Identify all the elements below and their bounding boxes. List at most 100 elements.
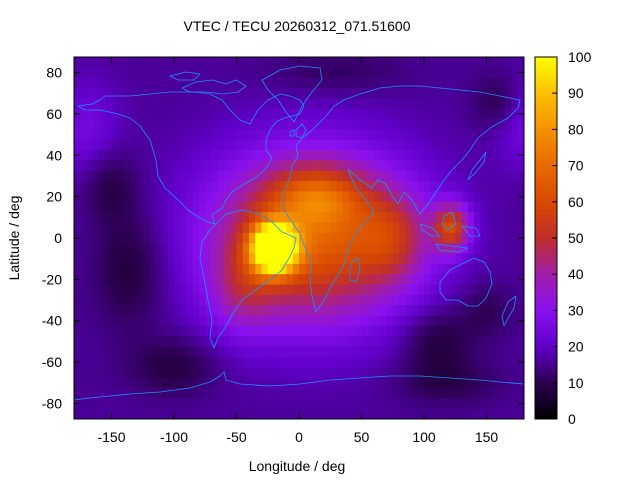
heatmap-cell [117, 77, 125, 89]
heatmap-cell [374, 315, 381, 327]
heatmap-cell [261, 119, 269, 130]
heatmap-cell [136, 398, 144, 410]
heatmap-cell [455, 263, 463, 275]
heatmap-cell [149, 191, 156, 203]
heatmap-cell [174, 408, 181, 419]
heatmap-cell [505, 108, 513, 120]
heatmap-cell [211, 263, 219, 275]
heatmap-cell [386, 232, 394, 244]
heatmap-cell [330, 398, 338, 410]
heatmap-cell [267, 387, 275, 399]
heatmap-cell [230, 336, 238, 348]
heatmap-cell [405, 346, 413, 358]
heatmap-cell [236, 232, 244, 244]
heatmap-cell [186, 346, 194, 358]
coastlines-overlay [74, 65, 524, 401]
heatmap-cell [236, 150, 244, 162]
heatmap-cell [292, 181, 300, 193]
heatmap-cell [349, 263, 356, 275]
heatmap-cell [92, 98, 100, 110]
heatmap-cell [130, 77, 138, 89]
heatmap-cell [274, 160, 281, 172]
heatmap-cell [386, 346, 394, 358]
heatmap-cell [486, 294, 494, 306]
heatmap-cell [286, 139, 294, 151]
heatmap-cell [324, 263, 331, 275]
heatmap-cell [249, 377, 256, 389]
heatmap-cell [324, 181, 331, 193]
heatmap-cell [480, 191, 488, 203]
heatmap-cell [449, 336, 456, 348]
heatmap-cell [467, 398, 475, 410]
heatmap-cell [386, 191, 394, 203]
heatmap-cell [305, 170, 313, 182]
heatmap-cell [374, 305, 381, 317]
heatmap-cell [505, 356, 513, 368]
coastline-eurasia-africa [281, 85, 521, 313]
heatmap-cell [361, 139, 369, 151]
heatmap-cell [211, 356, 219, 368]
heatmap-cell [442, 139, 450, 151]
heatmap-cell [367, 367, 375, 379]
heatmap-cell [486, 201, 494, 213]
heatmap-cell [174, 253, 181, 265]
heatmap-cell [186, 377, 194, 389]
heatmap-cell [342, 232, 350, 244]
heatmap-cell [511, 57, 519, 68]
heatmap-cell [449, 119, 456, 130]
heatmap-cell [449, 284, 456, 296]
heatmap-cell [517, 139, 524, 151]
heatmap-cell [436, 139, 444, 151]
heatmap-cell [349, 222, 356, 234]
heatmap-cell [212, 419, 219, 430]
heatmap-cell [511, 263, 519, 275]
heatmap-cell [330, 315, 338, 327]
heatmap-cell [330, 419, 337, 430]
heatmap-cell [149, 98, 156, 110]
heatmap-cell [142, 88, 150, 99]
heatmap-cell [274, 336, 281, 348]
heatmap-cell [192, 222, 200, 234]
heatmap-cell [99, 150, 106, 162]
heatmap-cell [211, 294, 219, 306]
heatmap-cell [286, 305, 294, 317]
colorbar-tick-label: 90 [568, 85, 584, 101]
heatmap-cell [161, 212, 169, 224]
heatmap-cell [117, 284, 125, 296]
heatmap-cell [261, 305, 269, 317]
heatmap-cell [380, 232, 388, 244]
heatmap-cell [430, 274, 438, 286]
heatmap-cell [492, 191, 500, 203]
heatmap-cell [192, 284, 200, 296]
heatmap-cell [130, 294, 138, 306]
heatmap-cell [105, 77, 113, 89]
heatmap-cell [517, 336, 524, 348]
heatmap-cell [480, 88, 488, 99]
heatmap-cell [111, 119, 119, 130]
heatmap-cell [361, 232, 369, 244]
heatmap-cell [217, 263, 225, 275]
heatmap-cell [349, 315, 356, 327]
y-tick-label: -80 [42, 395, 62, 411]
heatmap-cell [217, 367, 225, 379]
heatmap-cell [242, 356, 250, 368]
heatmap-cell [405, 201, 413, 213]
heatmap-cell [467, 305, 475, 317]
heatmap-cell [192, 367, 200, 379]
heatmap-cell [474, 191, 481, 203]
heatmap-cell [436, 387, 444, 399]
heatmap-cell [130, 191, 138, 203]
heatmap-cell [211, 129, 219, 141]
heatmap-cell [174, 377, 181, 389]
heatmap-cell [255, 398, 263, 410]
heatmap-cell [499, 150, 506, 162]
heatmap-cell [355, 129, 363, 141]
heatmap-cell [367, 325, 375, 337]
heatmap-cell [74, 201, 81, 213]
heatmap-cell [349, 129, 356, 141]
heatmap-cell [342, 212, 350, 224]
heatmap-cell [230, 377, 238, 389]
heatmap-cell [461, 67, 469, 79]
heatmap-cell [492, 150, 500, 162]
heatmap-cell [280, 108, 288, 120]
